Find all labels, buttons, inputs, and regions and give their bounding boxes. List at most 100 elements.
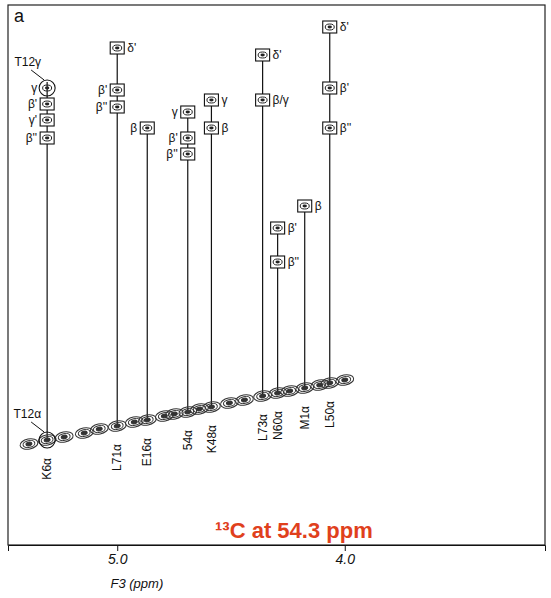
peak-box — [298, 200, 312, 212]
contour — [341, 378, 348, 383]
contour — [208, 405, 215, 410]
peak-label: β — [221, 121, 228, 135]
peak-label: γ — [172, 105, 178, 119]
peak-box — [323, 21, 337, 33]
diagonal-peak — [320, 376, 340, 389]
strip-line — [211, 94, 212, 407]
contour — [301, 386, 308, 391]
leader-line — [31, 70, 44, 80]
contour — [300, 203, 309, 209]
contour — [115, 47, 119, 50]
peak-label: β'' — [166, 147, 177, 161]
contour — [325, 125, 334, 131]
strip-label: L73α — [256, 414, 270, 441]
peak-label: β' — [28, 97, 37, 111]
contour — [235, 393, 255, 406]
strip-label: L50α — [323, 401, 337, 428]
contour — [286, 389, 293, 394]
contour — [184, 410, 191, 415]
peak-box — [204, 94, 218, 106]
contour — [81, 431, 88, 436]
contour — [43, 117, 52, 123]
contour — [141, 416, 154, 425]
contour — [89, 422, 109, 435]
diagonal-peak — [295, 381, 315, 394]
contour — [207, 125, 216, 131]
contour — [298, 384, 311, 393]
annotation-label: T12γ — [14, 55, 41, 69]
contour — [275, 227, 279, 230]
contour — [115, 106, 119, 109]
contour — [226, 401, 233, 406]
contour — [186, 111, 190, 114]
peak-label: β'' — [96, 100, 107, 114]
contour — [78, 429, 91, 438]
diagonal-peak — [54, 430, 74, 443]
contour — [183, 109, 192, 115]
contour — [22, 440, 35, 449]
labels: γβ'γ'β''K6αδ'β'β''L71αβE16αγβ'β''54αγβK4… — [14, 20, 352, 480]
cross-peak — [140, 122, 154, 134]
contour — [259, 394, 266, 399]
peak-label: γ — [31, 81, 37, 95]
plot-area — [19, 21, 354, 451]
peak-box — [181, 148, 195, 160]
contour — [58, 433, 71, 442]
peak-box — [110, 84, 124, 96]
peak-box — [40, 114, 54, 126]
strip-line — [329, 21, 330, 383]
peak-label: β — [130, 121, 137, 135]
peak-label: δ' — [340, 20, 349, 34]
axis-title: F3 (ppm) — [111, 576, 164, 591]
contour — [338, 376, 351, 385]
cross-peak — [256, 94, 270, 106]
cross-peak — [40, 132, 54, 144]
peak-box — [271, 256, 285, 268]
contour — [258, 97, 267, 103]
contour — [137, 413, 157, 426]
contour — [320, 376, 340, 389]
annotation-text: ¹³C at 54.3 ppm — [215, 518, 373, 543]
contour — [186, 153, 190, 156]
cross-peak — [181, 132, 195, 144]
diagonal-peak — [89, 422, 109, 435]
diagonal-peak — [268, 386, 288, 399]
contour — [41, 436, 54, 445]
peak-label: δ' — [127, 41, 136, 55]
peak-box — [323, 122, 337, 134]
peak-label: β' — [169, 131, 178, 145]
peak-box — [110, 42, 124, 54]
cross-peak — [110, 42, 124, 54]
contour — [45, 119, 49, 122]
contour — [274, 391, 281, 396]
panel-letter: a — [14, 6, 25, 26]
contour — [273, 259, 282, 265]
peak-label: β/γ — [273, 93, 289, 107]
contour — [183, 135, 192, 141]
plot-frame — [8, 5, 545, 545]
contour — [45, 87, 49, 90]
contour — [43, 135, 52, 141]
peak-box — [181, 132, 195, 144]
peak-box — [140, 122, 154, 134]
contour — [45, 137, 49, 140]
cross-peak — [256, 49, 270, 61]
contour — [325, 24, 334, 30]
contour — [325, 85, 334, 91]
contour — [178, 405, 198, 418]
contour — [260, 54, 264, 57]
contour — [241, 398, 248, 403]
strip-label: M1α — [298, 406, 312, 430]
peak-label: β' — [98, 83, 107, 97]
diagonal-peak — [202, 400, 222, 413]
peak-label: β — [315, 199, 322, 213]
contour — [45, 103, 49, 106]
peak-label: γ' — [29, 113, 37, 127]
contour — [144, 418, 151, 423]
contour — [19, 437, 39, 450]
contour — [131, 420, 138, 425]
tick-label: 5.0 — [108, 551, 128, 567]
cross-peak — [204, 94, 218, 106]
annotation-label: T12α — [14, 407, 42, 421]
axis-line — [9, 546, 546, 552]
